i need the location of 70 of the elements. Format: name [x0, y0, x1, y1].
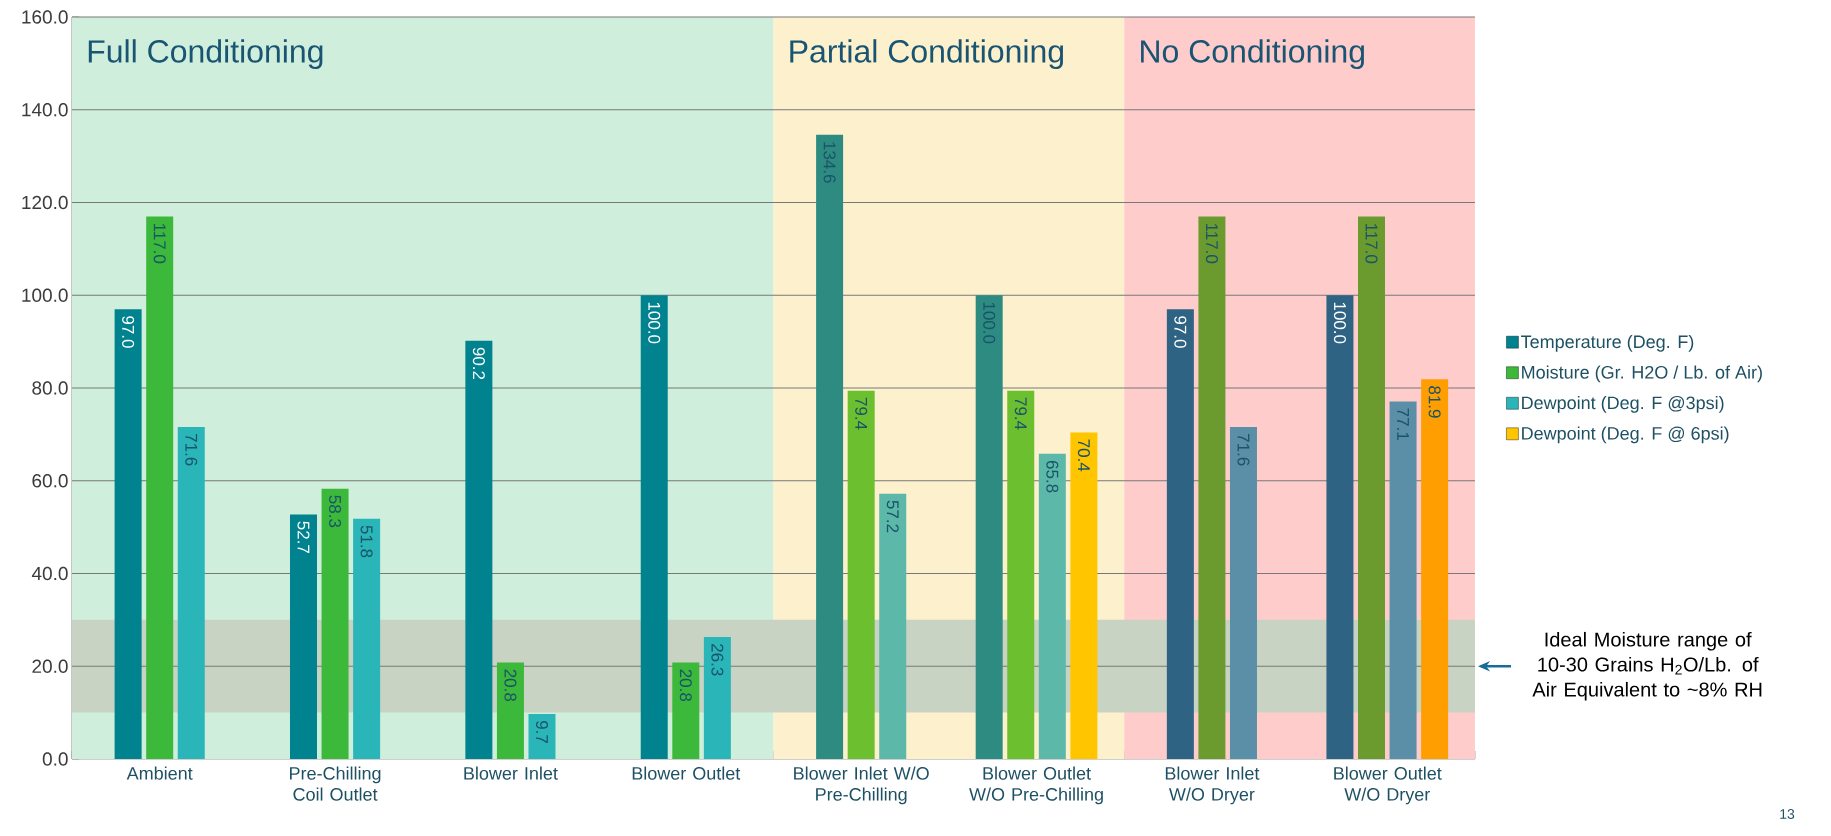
data-label: 117.0 — [1365, 223, 1378, 264]
text: 13 — [1780, 809, 1795, 819]
legend-label: Dewpoint (Deg. F @ 6psi) — [1522, 426, 1729, 444]
band-label: No Conditioning — [1141, 39, 1364, 70]
x-tick-label: Blower Outlet W/O Dryer — [1334, 766, 1442, 805]
data-label: 79.4 — [855, 397, 868, 430]
x-tick-label: Blower Inlet W/O Pre-Chilling — [794, 766, 929, 805]
bar — [465, 340, 493, 759]
bar — [1166, 309, 1194, 759]
bar — [289, 514, 317, 759]
band-label: Ideal Moisture range of 10-30 Grains H$_{2}$O/Lb. of Air Equivalent to ~8% RH — [1532, 631, 1762, 701]
data-label: 20.8 — [679, 669, 692, 702]
y-tick-label: 140.0 — [22, 103, 68, 117]
data-label: 58.3 — [329, 495, 342, 528]
data-label: 79.4 — [1014, 397, 1027, 430]
band-label: Full Conditioning — [88, 39, 323, 70]
y-tick-label: 160.0 — [22, 10, 68, 24]
data-label: 117.0 — [1205, 223, 1218, 264]
bar — [114, 309, 142, 759]
data-label: 81.9 — [1428, 386, 1441, 418]
data-label: 65.8 — [1046, 460, 1059, 493]
bar — [353, 518, 381, 759]
bar — [1421, 379, 1449, 759]
bar — [528, 714, 556, 759]
bar — [1070, 432, 1098, 759]
x-tick-label: Blower Outlet — [632, 766, 741, 780]
data-label: 71.6 — [185, 434, 198, 466]
data-label: 90.2 — [472, 347, 485, 380]
bar — [879, 493, 907, 759]
x-tick-label: Blower Inlet W/O Dryer — [1165, 766, 1260, 805]
y-tick-label: 40.0 — [31, 566, 68, 581]
y-tick-label: 60.0 — [32, 474, 68, 488]
bar — [672, 662, 700, 759]
data-label: 52.7 — [297, 521, 310, 554]
bar — [847, 390, 875, 759]
bar — [321, 488, 349, 759]
data-label: 70.4 — [1077, 439, 1090, 472]
y-tick-label: 20.0 — [32, 659, 68, 673]
band-label: Partial Conditioning — [790, 39, 1064, 70]
legend-label: Temperature (Deg. F) — [1521, 334, 1694, 352]
bar — [496, 662, 524, 759]
y-tick-label: 0.0 — [42, 752, 68, 766]
x-tick-label: Ambient — [126, 766, 193, 780]
bar — [177, 426, 205, 759]
data-label: 26.3 — [711, 644, 724, 676]
data-label: 20.8 — [504, 669, 517, 702]
legend-label: Moisture (Gr. H2O / Lb. of Air) — [1522, 365, 1762, 383]
data-label: 57.2 — [886, 500, 899, 533]
y-tick-label: 100.0 — [22, 288, 68, 302]
data-label: 71.6 — [1237, 434, 1250, 466]
data-label: 117.0 — [153, 223, 166, 264]
data-label: 97.0 — [1174, 316, 1187, 348]
x-tick-label: Blower Inlet — [464, 766, 558, 780]
data-label: 97.0 — [122, 316, 135, 348]
bar — [1198, 216, 1226, 759]
bar — [640, 295, 668, 759]
data-label: 100.0 — [648, 302, 661, 344]
data-label: 77.1 — [1397, 408, 1409, 440]
x-tick-label: Blower Outlet W/O Pre-Chilling — [969, 766, 1103, 805]
data-label: 9.7 — [535, 721, 549, 743]
bar — [1229, 426, 1257, 759]
y-tick-label: 80.0 — [32, 381, 68, 395]
bar — [703, 637, 731, 759]
x-tick-label: Pre-Chilling Coil Outlet — [290, 766, 381, 801]
bar — [816, 134, 844, 759]
data-label: 51.8 — [360, 525, 373, 558]
data-label: 100.0 — [1333, 302, 1346, 344]
bar — [146, 216, 174, 759]
y-tick-label: 120.0 — [22, 195, 68, 210]
legend-label: Dewpoint (Deg. F @3psi) — [1522, 395, 1724, 413]
